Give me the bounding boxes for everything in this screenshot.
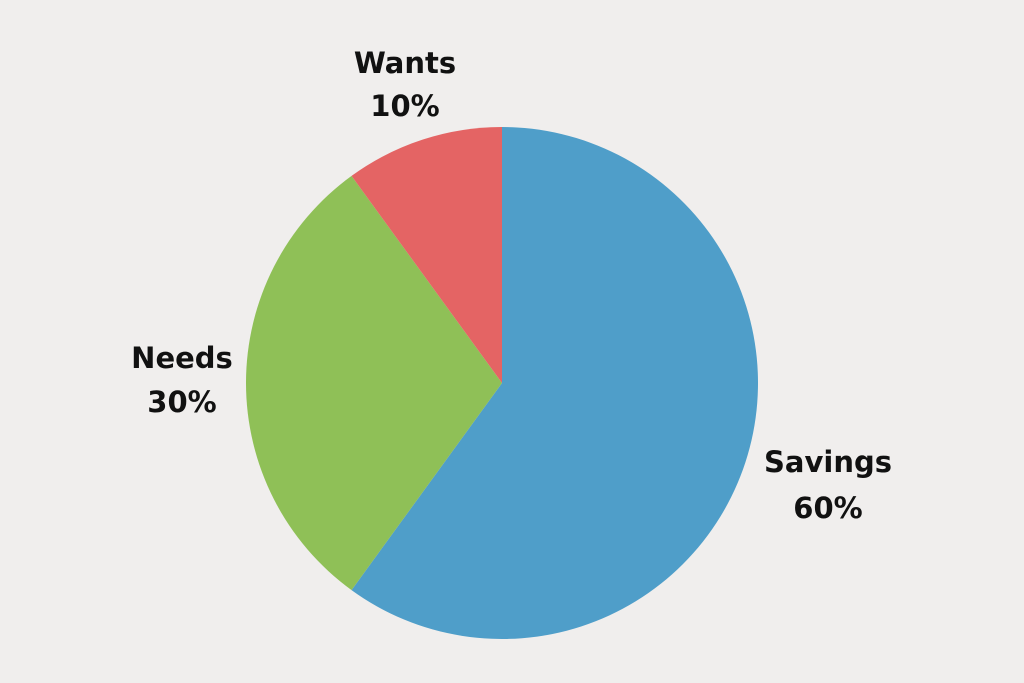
pie-slices — [246, 127, 759, 640]
slice-label-savings: Savings — [764, 445, 892, 479]
slice-percent-wants: 10% — [370, 89, 439, 123]
slice-percent-savings: 60% — [793, 491, 862, 525]
pie-slice-wants — [351, 127, 502, 383]
slice-percent-needs: 30% — [147, 385, 216, 419]
slice-label-wants: Wants — [354, 46, 456, 80]
pie-slice-needs — [246, 175, 502, 591]
pie-labels: Savings 60% Needs 30% Wants 10% — [131, 46, 892, 525]
pie-slice-savings — [351, 127, 759, 640]
slice-label-needs: Needs — [131, 341, 233, 375]
